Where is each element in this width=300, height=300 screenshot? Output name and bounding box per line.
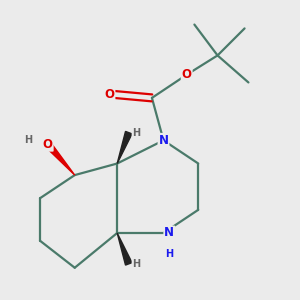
Polygon shape <box>117 233 132 265</box>
Polygon shape <box>45 142 75 175</box>
Text: O: O <box>182 68 192 81</box>
Polygon shape <box>117 131 132 164</box>
Text: O: O <box>43 138 53 151</box>
Text: H: H <box>24 135 32 145</box>
Text: H: H <box>165 249 173 259</box>
Text: O: O <box>104 88 115 100</box>
Text: H: H <box>132 128 141 138</box>
Text: N: N <box>164 226 174 239</box>
Text: N: N <box>158 134 169 147</box>
Text: H: H <box>132 259 141 269</box>
